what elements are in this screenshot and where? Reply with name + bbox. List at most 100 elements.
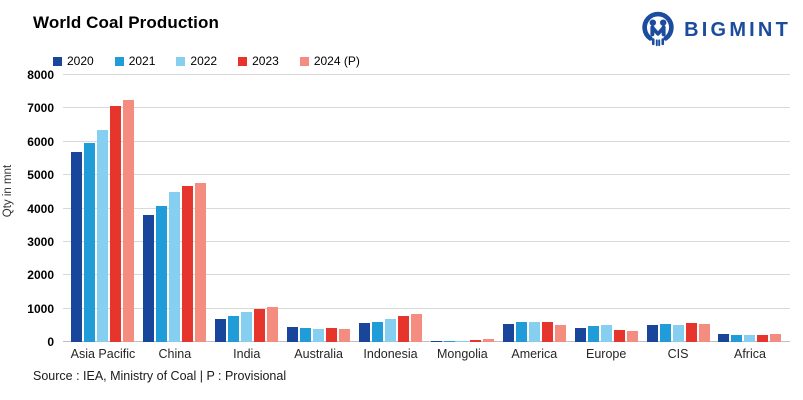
bar-2022-europe [600,325,612,342]
legend-label: 2024 (P) [313,54,360,68]
legend-item: 2022 [176,54,217,68]
bar-2022-china [169,191,181,342]
bigmint-logo: BIGMINT [639,10,791,50]
gridline [63,240,790,242]
bar-2022-indonesia [385,318,396,342]
bar-2022-mongolia [456,340,468,342]
y-tick-label: 5000 [27,168,54,183]
bar-2023-cis [685,322,697,342]
bar-2020-mongolia [430,340,442,342]
bar-2022-asia-pacific [97,130,109,342]
bar-groups: Asia Pacific China India Australia Indonesia… [63,75,790,361]
bar-2023-europe [613,330,625,342]
category-label: Mongolia [437,347,488,361]
bar-2024P-china [195,183,207,342]
bar-2022-australia [313,328,325,342]
gridline [63,307,790,309]
bar-2023-china [182,186,194,342]
bar-2021-australia [300,327,312,342]
x-axis-line [63,341,790,342]
bar-2024P-mongolia [482,339,494,342]
bar-2024P-australia [339,328,351,342]
legend-item: 2020 [53,54,94,68]
legend-label: 2022 [190,54,218,68]
bar-2024P-indonesia [411,314,422,342]
bar-2020-china [143,215,155,342]
plot-area: Asia Pacific China India Australia Indonesia… [63,74,790,361]
bar-2021-mongolia [443,340,455,342]
legend-swatch [238,56,248,66]
y-tick-label: 6000 [27,134,54,149]
category-label: Asia Pacific [70,347,136,361]
bar-group: India [214,75,279,361]
y-tick-label: 3000 [27,234,54,249]
bar-group: Asia Pacific [70,75,135,361]
bar-2022-cis [672,324,684,342]
category-label: Africa [733,347,766,361]
legend-swatch [299,56,309,66]
bar-2024P-africa [770,334,782,342]
bar-2021-indonesia [372,321,383,342]
bar-2021-asia-pacific [84,143,96,342]
bar-2020-asia-pacific [71,151,83,342]
bar-chart: Qty in mnt 0 1000 2000 3000 4000 5000 6000 7000… [0,68,803,361]
bar-group: Africa [717,75,782,361]
bar-2024P-cis [698,323,710,342]
category-label: China [158,347,192,361]
bar-group: America [502,75,567,361]
legend: 2020 2021 2022 2023 2024 (P) [53,54,803,68]
gridline [63,207,790,209]
category-label: India [233,347,261,361]
bar-2021-europe [587,326,599,342]
bar-2023-america [541,321,553,342]
bar-group: Europe [574,75,639,361]
bar-2023-mongolia [469,339,481,342]
bar-2024P-asia-pacific [123,100,135,342]
bar-2020-america [502,323,514,342]
bar-2021-america [515,321,527,342]
y-tick-label: 1000 [27,301,54,316]
gridline [63,274,790,276]
bar-2023-indonesia [398,316,409,342]
bigmint-logo-text: BIGMINT [684,18,791,41]
bigmint-logo-icon [642,11,674,47]
bar-group: CIS [646,75,711,361]
bar-2020-australia [287,326,299,342]
legend-label: 2020 [67,54,94,68]
gridline [63,107,790,109]
bar-group: Mongolia [430,75,495,361]
y-axis-ticks: 0 1000 2000 3000 4000 5000 6000 7000 8000 [0,68,63,349]
bar-2020-africa [718,334,730,342]
bar-2022-america [528,321,540,342]
bar-2023-africa [757,335,769,342]
category-label: CIS [667,347,689,361]
page-title: World Coal Production [33,13,219,32]
category-label: Indonesia [363,347,418,361]
legend-item: 2021 [114,54,156,68]
legend-label: 2021 [128,54,156,68]
bar-2023-australia [326,327,338,342]
bar-2024P-india [267,306,279,342]
legend-swatch [53,56,62,66]
y-tick-label: 7000 [27,101,54,116]
bar-2020-europe [574,327,586,342]
bar-2022-india [241,312,253,342]
bar-2021-cis [659,323,671,342]
y-tick-label: 2000 [27,268,54,283]
y-tick-label: 0 [47,335,54,349]
bar-2023-asia-pacific [110,105,122,342]
gridline [63,140,790,142]
y-tick-label: 4000 [27,201,54,216]
bar-group: Indonesia [358,75,423,361]
bar-2020-india [215,318,227,342]
bar-2024P-america [554,325,566,342]
header: World Coal Production BIGMINT [0,0,803,50]
category-label: Australia [294,347,343,361]
bar-group: China [142,75,207,361]
bar-2021-china [156,206,168,342]
bar-2021-africa [731,334,743,342]
bar-group: Australia [286,75,351,361]
category-label: Europe [586,347,627,361]
bar-2023-india [254,308,266,342]
